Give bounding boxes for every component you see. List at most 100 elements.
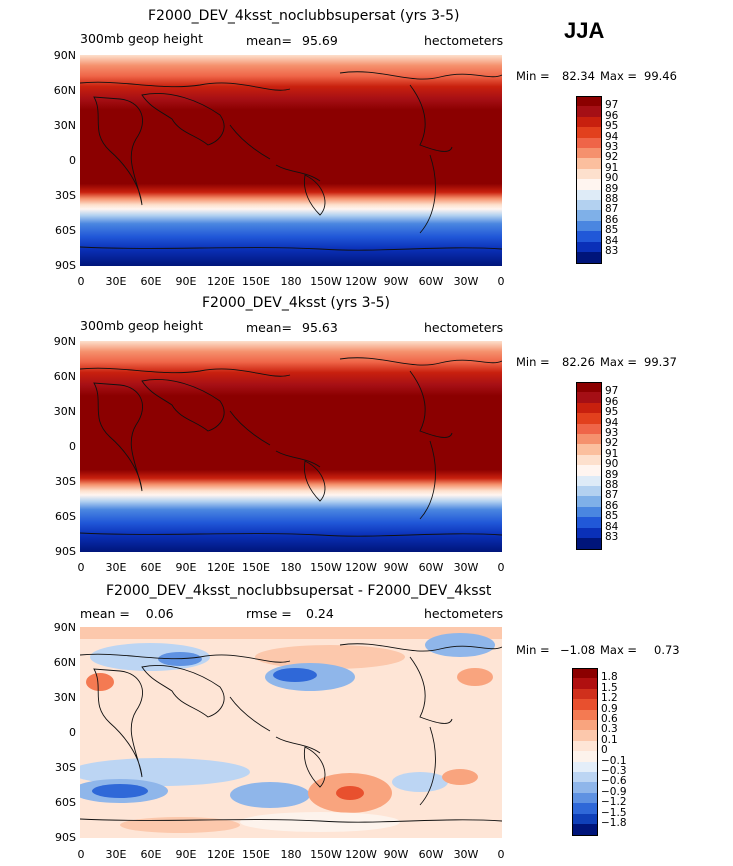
lat-label: 30S xyxy=(55,189,76,202)
lon-label: 30E xyxy=(105,848,127,861)
colorbar-swatch xyxy=(576,231,602,243)
lon-label: 90W xyxy=(383,848,409,861)
panel-1-max-label: Max = xyxy=(600,69,638,83)
colorbar-label: −1.8 xyxy=(601,817,627,829)
lon-label: 150E xyxy=(242,275,270,288)
colorbar-label: 91 xyxy=(605,447,619,460)
lon-label: 30E xyxy=(105,275,127,288)
colorbar-label: 0.6 xyxy=(601,713,618,725)
colorbar-label: 90 xyxy=(605,172,619,185)
panel-3-mean: mean = 0.06 xyxy=(80,606,174,621)
panel-3-map xyxy=(80,627,502,838)
colorbar-swatch xyxy=(572,730,598,742)
colorbar-swatch xyxy=(572,688,598,700)
colorbar-swatch xyxy=(576,517,602,529)
lon-label: 120W xyxy=(345,561,377,574)
lon-label: 0 xyxy=(77,275,85,288)
panel-3-units: hectometers xyxy=(424,606,504,621)
colorbar-label: 92 xyxy=(605,437,619,450)
lon-label: 60W xyxy=(418,275,444,288)
colorbar-swatch xyxy=(572,668,598,680)
colorbar-label: 83 xyxy=(605,531,619,543)
lat-label: 90N xyxy=(53,621,76,634)
colorbar-label: 93 xyxy=(605,141,619,153)
lon-label: 60W xyxy=(418,561,444,574)
lat-label: 30N xyxy=(53,691,76,704)
panel-3-max-value: 0.73 xyxy=(654,643,680,657)
colorbar-swatch xyxy=(576,506,602,518)
colorbar-swatch xyxy=(572,709,598,721)
panel-1-units: hectometers xyxy=(424,33,504,48)
panel-2-min-label: Min = xyxy=(516,355,550,369)
colorbar-label: 83 xyxy=(605,245,619,257)
colorbar-label: 92 xyxy=(605,151,619,164)
panel-2-min-value: 82.26 xyxy=(562,355,595,369)
colorbar-label: 97 xyxy=(605,99,619,112)
lat-label: 90S xyxy=(55,259,76,272)
lat-label: 90N xyxy=(53,335,76,348)
lat-label: 90S xyxy=(55,545,76,558)
lat-label: 0 xyxy=(69,440,76,453)
lon-label: 180 xyxy=(280,275,302,288)
lat-label: 60N xyxy=(53,656,76,669)
colorbar-swatch xyxy=(576,200,602,211)
colorbar-label: 95 xyxy=(605,120,619,133)
colorbar-swatch xyxy=(576,189,602,201)
panel-1-variable: 300mb geop height xyxy=(80,31,203,46)
lon-label: 120E xyxy=(207,561,235,574)
lat-label: 90S xyxy=(55,831,76,844)
colorbar-label: 96 xyxy=(605,109,619,122)
panel-2-title: F2000_DEV_4ksst (yrs 3-5) xyxy=(202,295,391,311)
colorbar-label: 87 xyxy=(605,203,619,216)
panel-3-min-value: −1.08 xyxy=(560,643,596,657)
colorbar-label: 90 xyxy=(605,458,619,471)
colorbar-swatch xyxy=(576,96,602,108)
panel-1-mean-value: 95.69 xyxy=(302,33,338,48)
colorbar-swatch xyxy=(572,751,598,763)
colorbar-label: 85 xyxy=(605,510,619,523)
colorbar-swatch xyxy=(572,824,598,836)
colorbar-label: 84 xyxy=(605,520,619,533)
lon-label: 60E xyxy=(140,561,162,574)
colorbar-label: 88 xyxy=(605,479,619,491)
colorbar-swatch xyxy=(576,527,602,539)
panel-1-coastlines xyxy=(80,71,502,251)
lon-label: 30W xyxy=(453,561,479,574)
panel-3-rmse-value: 0.24 xyxy=(306,606,334,621)
colorbar-swatch xyxy=(572,740,598,752)
panel-1-max-value: 99.46 xyxy=(644,69,677,83)
lat-label: 60N xyxy=(53,84,76,97)
panel-2-variable: 300mb geop height xyxy=(80,318,203,333)
colorbar-swatch xyxy=(572,803,598,815)
colorbar-swatch xyxy=(572,782,598,794)
colorbar-swatch xyxy=(576,241,602,253)
colorbar-label: −0.1 xyxy=(601,754,627,767)
colorbar-swatch xyxy=(576,454,602,466)
colorbar-swatch xyxy=(576,382,602,394)
colorbar-label: −0.6 xyxy=(601,775,627,788)
colorbar-label: 0 xyxy=(601,744,608,757)
lon-label: 150E xyxy=(242,848,270,861)
colorbar-swatch xyxy=(576,486,602,497)
season-label: JJA xyxy=(564,18,605,43)
lon-label: 120E xyxy=(207,275,235,288)
colorbar-label: −0.9 xyxy=(601,785,627,798)
panel-3-rmse-label: rmse = xyxy=(246,606,292,621)
colorbar-swatch xyxy=(576,106,602,118)
lat-label: 30N xyxy=(53,405,76,418)
lat-label: 90N xyxy=(53,49,76,62)
panel-2-map xyxy=(80,341,502,552)
colorbar-label: 0.9 xyxy=(601,702,618,715)
lat-label: 60S xyxy=(55,224,76,237)
colorbar-label: 87 xyxy=(605,489,619,502)
lon-label: 0 xyxy=(497,275,505,288)
lat-label: 30N xyxy=(53,119,76,132)
lon-label: 120E xyxy=(207,848,235,861)
colorbar-swatch xyxy=(576,137,602,149)
lon-label: 150W xyxy=(310,848,342,861)
colorbar-swatch xyxy=(576,168,602,180)
colorbar-swatch xyxy=(576,444,602,456)
panel-3-title: F2000_DEV_4ksst_noclubbsupersat - F2000_… xyxy=(106,583,492,599)
panel-2-coastlines xyxy=(80,357,502,537)
colorbar-label: 0.1 xyxy=(601,733,618,746)
